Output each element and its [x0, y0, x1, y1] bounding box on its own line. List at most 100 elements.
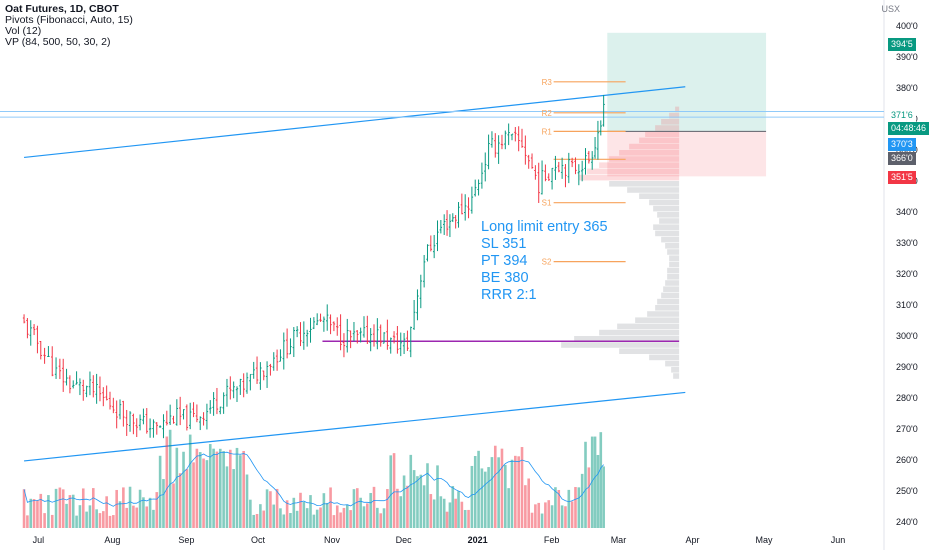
volume-bar	[322, 493, 326, 528]
x-tick-label: Nov	[324, 535, 341, 545]
legend-vol[interactable]: Vol (12)	[5, 25, 42, 37]
volume-bar	[108, 515, 112, 528]
price-tag-stop: 351'5	[888, 171, 916, 184]
volume-bar	[451, 486, 455, 528]
volume-bar	[517, 456, 520, 528]
volume-bar	[436, 465, 439, 528]
volume-bar	[356, 488, 359, 528]
y-tick-label: 300'0	[896, 331, 918, 341]
volume-bar	[567, 489, 571, 528]
vp-bar	[561, 342, 680, 348]
volume-bar	[392, 453, 396, 528]
volume-bar	[155, 492, 159, 528]
volume-bar	[205, 460, 209, 528]
vp-bar	[639, 137, 680, 144]
volume-bar	[560, 505, 564, 528]
x-tick-label: Jun	[831, 535, 846, 545]
x-tick-label: Feb	[544, 535, 560, 545]
vp-bar	[655, 305, 680, 311]
volume-bar	[386, 489, 389, 528]
y-tick-label: 340'0	[896, 207, 918, 217]
volume-bar	[467, 509, 470, 528]
volume-bar	[534, 504, 537, 528]
currency-label[interactable]: USX	[881, 4, 900, 14]
volume-bar	[125, 507, 129, 528]
volume-bar	[175, 447, 179, 528]
volume-bar	[145, 506, 149, 528]
volume-bar	[470, 465, 474, 528]
price-tag-target: 394'5	[888, 38, 916, 51]
vp-bar	[669, 255, 680, 261]
vp-bar	[675, 106, 680, 113]
volume-bar	[158, 455, 162, 528]
volume-bar	[315, 509, 319, 528]
vp-bar	[653, 224, 680, 230]
y-tick-label: 390'0	[896, 52, 918, 62]
volume-bar	[554, 487, 557, 528]
volume-bar	[102, 511, 105, 528]
vp-bar	[629, 143, 680, 150]
volume-bar	[275, 488, 279, 528]
volume-bar	[212, 448, 215, 528]
volume-bar	[396, 488, 399, 528]
vp-bar	[665, 360, 680, 367]
volume-bar	[118, 501, 122, 528]
volume-bar	[178, 473, 182, 528]
vp-bar	[655, 125, 680, 131]
legend-vp[interactable]: VP (84, 500, 50, 30, 2)	[5, 36, 111, 48]
note-sl: SL 351	[481, 236, 527, 252]
volume-bar	[325, 502, 329, 528]
vp-bar	[667, 249, 680, 255]
volume-bar	[584, 441, 587, 528]
volume-bar	[599, 432, 603, 528]
x-tick-label: Apr	[685, 535, 699, 545]
vp-bar	[635, 317, 680, 323]
legend-symbol[interactable]: Oat Futures, 1D, CBOT	[5, 3, 119, 15]
volume-bar	[135, 507, 139, 528]
volume-bar	[132, 505, 135, 528]
volume-bar	[540, 513, 544, 528]
vp-bar	[669, 112, 680, 119]
volume-bar	[574, 487, 577, 528]
volume-bar	[500, 448, 504, 528]
vp-bar	[619, 348, 680, 354]
volume-bar	[445, 511, 449, 528]
volume-bar	[422, 485, 426, 528]
volume-bar	[504, 464, 507, 528]
vp-bar	[649, 199, 680, 206]
vp-bar	[599, 162, 680, 168]
y-tick-label: 320'0	[896, 269, 918, 279]
volume-bar	[112, 515, 115, 528]
volume-bar	[389, 455, 393, 528]
volume-bar	[282, 514, 286, 528]
y-tick-label: 380'0	[896, 83, 918, 93]
volume-bar	[58, 487, 62, 528]
volume-bar	[366, 503, 369, 528]
volume-bar	[71, 494, 75, 528]
y-tick-label: 260'0	[896, 455, 918, 465]
volume-bar	[229, 449, 232, 528]
vp-bar	[609, 181, 680, 187]
note-entry: Long limit entry 365	[481, 219, 608, 235]
volume-bar	[162, 479, 165, 528]
vp-bar	[609, 156, 680, 162]
vp-bar	[649, 354, 680, 361]
volume-bar	[208, 444, 212, 528]
trade-note[interactable]: Long limit entry 365 SL 351 PT 394 BE 38…	[481, 219, 608, 304]
vp-bar	[639, 193, 680, 199]
volume-bar	[376, 507, 379, 528]
x-tick-label: Mar	[611, 535, 627, 545]
volume-bar	[105, 496, 108, 528]
vp-bar	[661, 119, 680, 125]
pivot-label-r1: R1	[542, 127, 553, 136]
y-tick-label: 290'0	[896, 362, 918, 372]
long-stop-zone	[607, 131, 767, 177]
legend-pivots[interactable]: Pivots (Fibonacci, Auto, 15)	[5, 14, 133, 26]
volume-bar	[359, 497, 362, 528]
vp-bar	[669, 261, 680, 268]
volume-bar	[269, 491, 272, 528]
trendline-2	[24, 391, 686, 462]
volume-bar	[477, 450, 480, 528]
